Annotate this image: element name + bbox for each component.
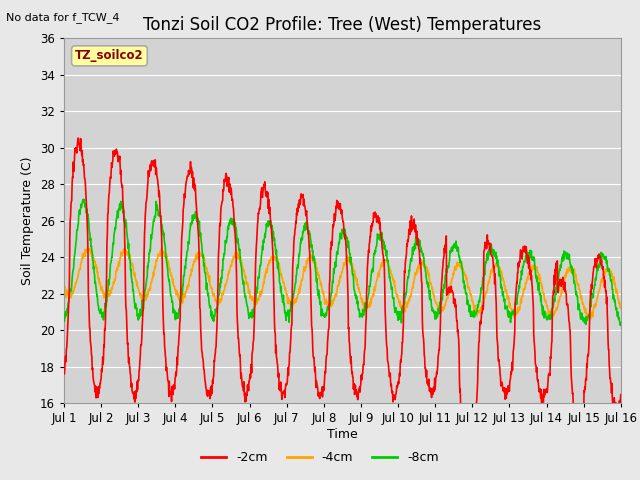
-2cm bbox=[465, 448, 473, 454]
-4cm bbox=[552, 309, 559, 315]
-2cm bbox=[184, 173, 192, 179]
-2cm bbox=[171, 386, 179, 392]
-2cm bbox=[502, 396, 510, 401]
-8cm bbox=[617, 320, 625, 326]
Line: -2cm: -2cm bbox=[64, 138, 621, 451]
-8cm bbox=[60, 314, 68, 320]
X-axis label: Time: Time bbox=[327, 428, 358, 441]
-8cm bbox=[246, 310, 254, 315]
Text: TZ_soilco2: TZ_soilco2 bbox=[75, 49, 144, 62]
Y-axis label: Soil Temperature (C): Soil Temperature (C) bbox=[21, 156, 35, 285]
-4cm bbox=[617, 305, 625, 311]
-4cm bbox=[246, 293, 254, 299]
-2cm bbox=[617, 392, 625, 397]
Legend: -2cm, -4cm, -8cm: -2cm, -4cm, -8cm bbox=[196, 446, 444, 469]
-4cm bbox=[548, 316, 556, 322]
-2cm bbox=[60, 370, 68, 375]
-8cm bbox=[80, 196, 88, 202]
-4cm bbox=[429, 291, 437, 297]
Line: -4cm: -4cm bbox=[64, 248, 621, 319]
-2cm bbox=[246, 375, 254, 381]
-8cm bbox=[616, 323, 624, 328]
-4cm bbox=[171, 284, 179, 289]
-8cm bbox=[551, 292, 559, 298]
-4cm bbox=[121, 245, 129, 251]
-8cm bbox=[429, 309, 437, 314]
-8cm bbox=[184, 239, 192, 244]
-4cm bbox=[60, 283, 68, 288]
-4cm bbox=[184, 282, 192, 288]
-8cm bbox=[171, 308, 179, 313]
-2cm bbox=[429, 387, 437, 393]
Text: No data for f_TCW_4: No data for f_TCW_4 bbox=[6, 12, 120, 23]
-2cm bbox=[74, 135, 82, 141]
-4cm bbox=[502, 287, 509, 292]
Line: -8cm: -8cm bbox=[64, 199, 621, 325]
-2cm bbox=[552, 278, 559, 284]
-8cm bbox=[502, 305, 509, 311]
Title: Tonzi Soil CO2 Profile: Tree (West) Temperatures: Tonzi Soil CO2 Profile: Tree (West) Temp… bbox=[143, 16, 541, 34]
